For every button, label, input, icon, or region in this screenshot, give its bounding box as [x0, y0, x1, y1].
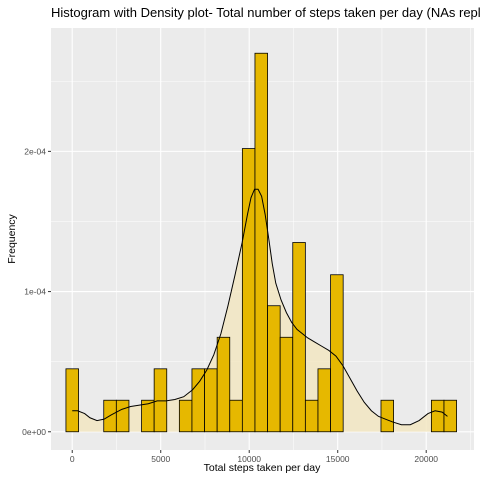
- histogram-bar-7: [153, 368, 168, 433]
- histogram-bar-10: [191, 368, 205, 433]
- histogram-bar-4: [115, 399, 130, 433]
- histogram-bar-9: [178, 399, 193, 433]
- histogram-bar-29: [430, 399, 445, 433]
- x-axis-ticks: 0 5000 10000 15000 20000: [70, 450, 438, 464]
- histogram-bar-13: [229, 399, 243, 433]
- y-tick-label: 2e-04: [24, 146, 46, 156]
- y-axis-ticks: 0e+00 1e-04 2e-04: [22, 146, 51, 437]
- histogram-bar-14: [241, 148, 256, 433]
- histogram-bar-16: [267, 305, 281, 433]
- density-line: [72, 188, 448, 426]
- x-tick-label: 10000: [237, 454, 261, 464]
- histogram-bar-20: [317, 368, 331, 433]
- chart-title: Histogram with Density plot- Total numbe…: [51, 5, 480, 20]
- histogram-bar-30: [443, 399, 457, 433]
- x-tick-label: 0: [70, 454, 75, 464]
- histogram-bar-17: [279, 336, 294, 433]
- x-tick-label: 15000: [326, 454, 350, 464]
- histogram-bar-18: [292, 242, 306, 433]
- histogram-bar-25: [380, 399, 394, 433]
- x-tick-label: 20000: [414, 454, 438, 464]
- x-axis-label: Total steps taken per day: [204, 462, 321, 474]
- x-tick-label: 5000: [151, 454, 170, 464]
- histogram-bar-12: [216, 336, 231, 433]
- y-tick-label: 1e-04: [24, 287, 46, 297]
- y-tick-label: 0e+00: [22, 427, 46, 437]
- histogram-bar-15: [254, 52, 268, 433]
- y-axis-label: Frequency: [6, 213, 18, 263]
- histogram-bar-0: [65, 368, 79, 433]
- histogram-bar-19: [304, 399, 319, 433]
- histogram-bar-11: [204, 368, 218, 433]
- histogram-bars: [65, 52, 457, 433]
- histogram-bar-21: [330, 274, 344, 433]
